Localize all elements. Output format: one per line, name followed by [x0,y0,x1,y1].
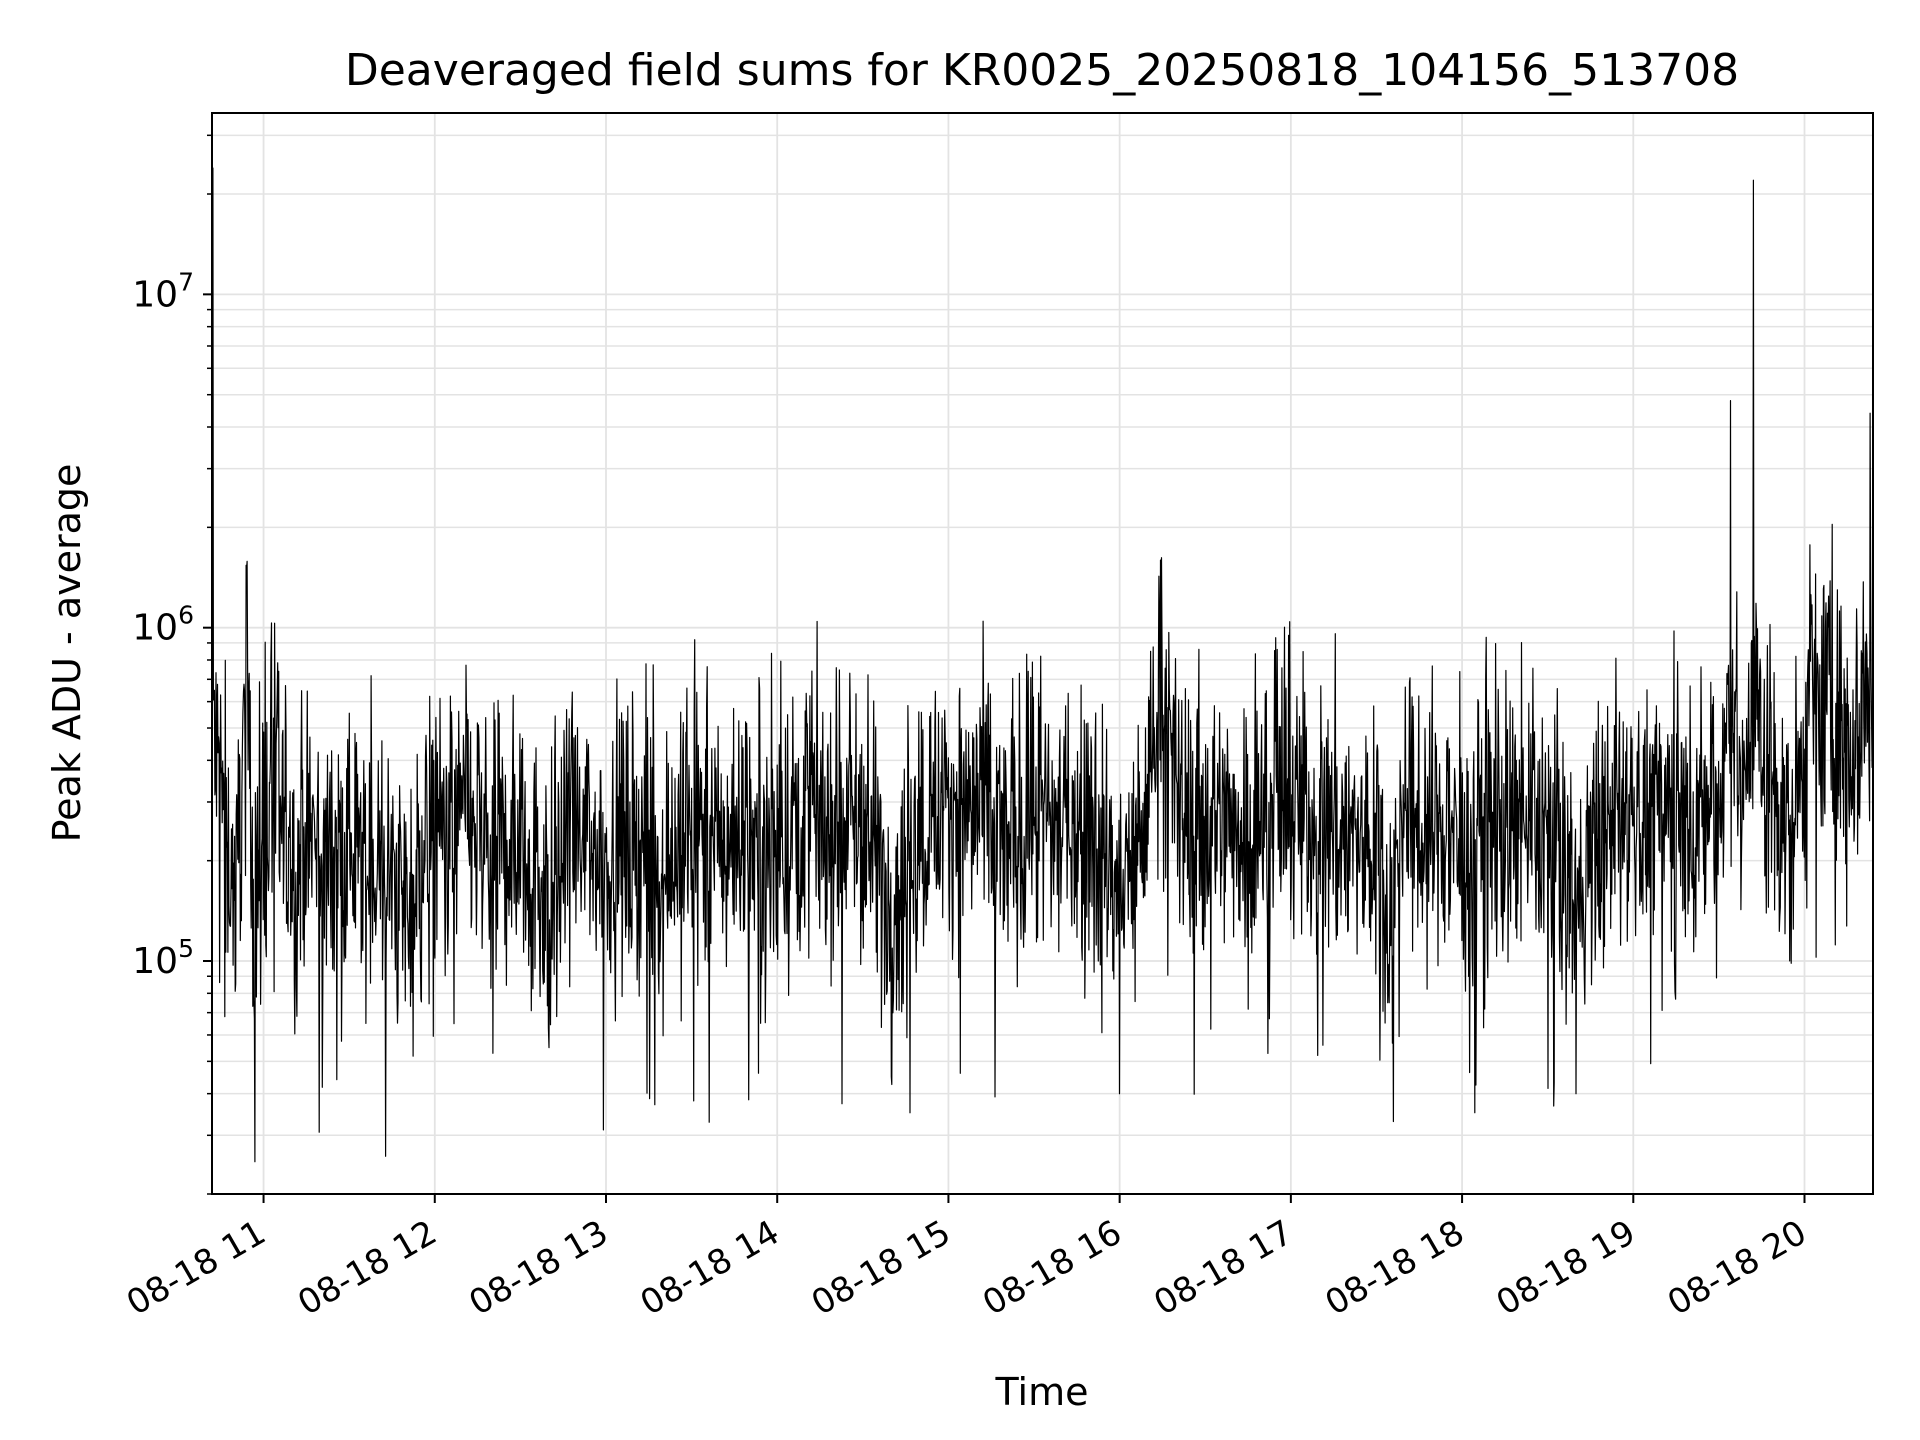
series-line [212,167,1873,1163]
x-axis-label: Time [995,1370,1089,1414]
y-tick-label-exponent: 5 [178,934,194,963]
plot-frame [211,112,1874,1195]
y-tick-label-base: 10 [132,608,178,649]
y-tick-label: 107 [132,267,194,315]
y-tick-label-exponent: 6 [178,601,194,630]
y-tick-label: 105 [132,934,194,982]
y-tick-label-base: 10 [132,941,178,982]
y-tick-label-base: 10 [132,274,178,315]
chart-title: Deaveraged field sums for KR0025_2025081… [345,45,1739,96]
y-axis-label: Peak ADU - average [45,464,89,843]
y-tick-label: 106 [132,601,194,649]
series-layer [212,167,1873,1163]
y-tick-label-exponent: 7 [178,267,194,296]
